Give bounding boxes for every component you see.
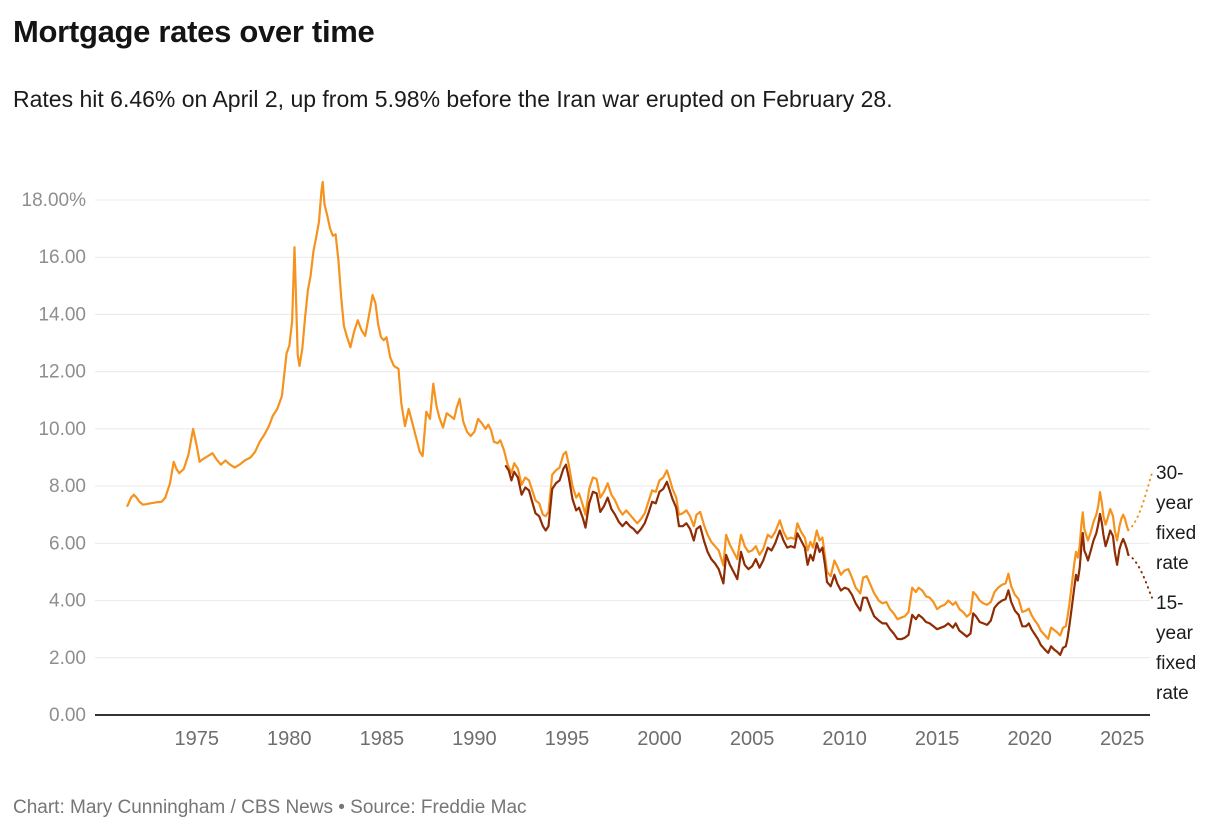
rates-line-chart: 18.00% 16.00 14.00 12.00 10.00 8.00 6.00 4.00 2.…: [22, 180, 1153, 750]
x-tick-label: 2000: [637, 728, 682, 750]
series-line-15-year-fixed-rate: [504, 463, 1130, 656]
label-15-year-fixed-rate: 15-year fixed rate: [1156, 593, 1197, 704]
y-tick-label: 12.00: [38, 362, 86, 383]
label-30-year-fixed-rate: 30-year fixed rate: [1156, 463, 1197, 574]
x-tick-label: 2015: [915, 728, 960, 750]
x-tick-label: 1985: [360, 728, 405, 750]
y-tick-label: 4.00: [49, 591, 86, 612]
x-tick-label: 2010: [822, 728, 867, 750]
x-tick-label: 2025: [1100, 728, 1145, 750]
y-tick-label: 0.00: [49, 705, 86, 726]
leader-line: [1127, 472, 1153, 532]
y-tick-label: 8.00: [49, 476, 86, 497]
y-tick-label: 2.00: [49, 648, 86, 669]
y-tick-label: 14.00: [38, 304, 86, 325]
y-tick-label: 6.00: [49, 533, 86, 554]
x-tick-label: 1980: [267, 728, 312, 750]
leader-line: [1127, 553, 1153, 599]
x-tick-label: 2020: [1007, 728, 1052, 750]
series-line-30-year-fixed-rate: [126, 180, 1130, 640]
y-tick-label: 18.00%: [22, 190, 87, 211]
y-tick-label: 10.00: [38, 419, 86, 440]
x-tick-label: 1990: [452, 728, 497, 750]
chart-area: 18.00% 16.00 14.00 12.00 10.00 8.00 6.00 4.00 2.…: [0, 163, 1220, 778]
x-tick-label: 2005: [730, 728, 775, 750]
x-tick-label: 1995: [545, 728, 590, 750]
credit-line: Chart: Mary Cunningham / CBS News • Sour…: [13, 797, 527, 818]
chart-subtitle: Rates hit 6.46% on April 2, up from 5.98…: [13, 86, 893, 112]
page-title: Mortgage rates over time: [13, 14, 375, 49]
y-tick-label: 16.00: [38, 247, 86, 268]
x-tick-label: 1975: [175, 728, 220, 750]
